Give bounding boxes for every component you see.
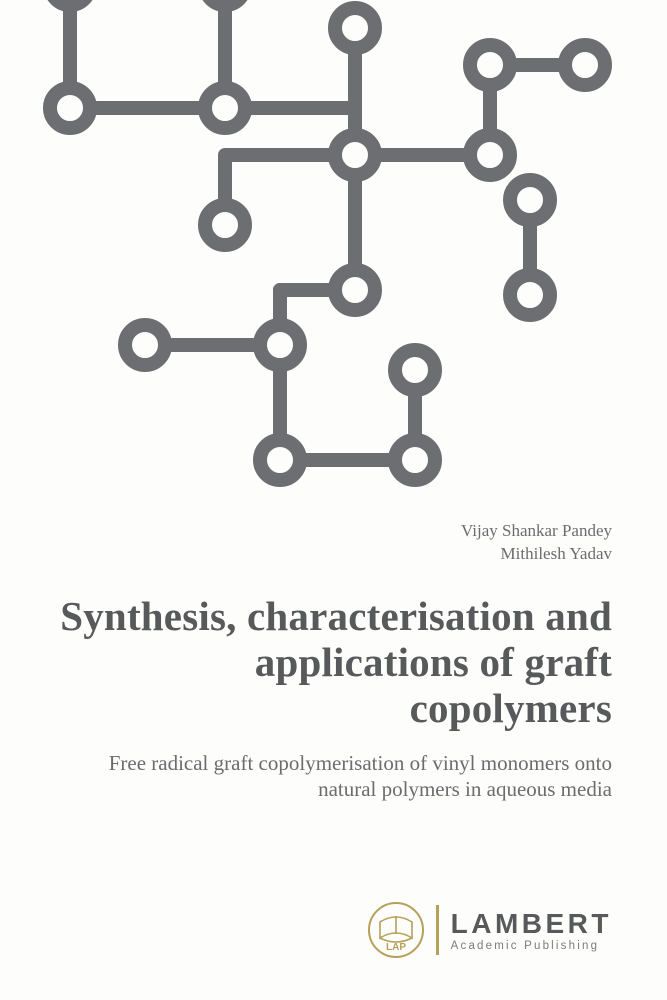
publisher-block: LAP LAMBERT Academic Publishing	[368, 902, 612, 958]
network-diagram	[0, 0, 667, 490]
publisher-name: LAMBERT	[451, 908, 612, 940]
publisher-divider	[436, 905, 439, 955]
book-title: Synthesis, characterisation and applicat…	[60, 594, 612, 732]
book-cover: Vijay Shankar Pandey Mithilesh Yadav Syn…	[0, 0, 667, 1000]
publisher-tagline: Academic Publishing	[451, 940, 612, 952]
book-subtitle: Free radical graft copolymerisation of v…	[60, 750, 612, 804]
cover-graphic	[0, 0, 667, 490]
cover-text-block: Vijay Shankar Pandey Mithilesh Yadav Syn…	[60, 520, 612, 803]
publisher-text: LAMBERT Academic Publishing	[451, 908, 612, 952]
author-list: Vijay Shankar Pandey Mithilesh Yadav	[60, 520, 612, 566]
author-name: Vijay Shankar Pandey	[60, 520, 612, 543]
author-name: Mithilesh Yadav	[60, 543, 612, 566]
publisher-logo-icon: LAP	[368, 902, 424, 958]
publisher-badge-text: LAP	[386, 942, 406, 953]
